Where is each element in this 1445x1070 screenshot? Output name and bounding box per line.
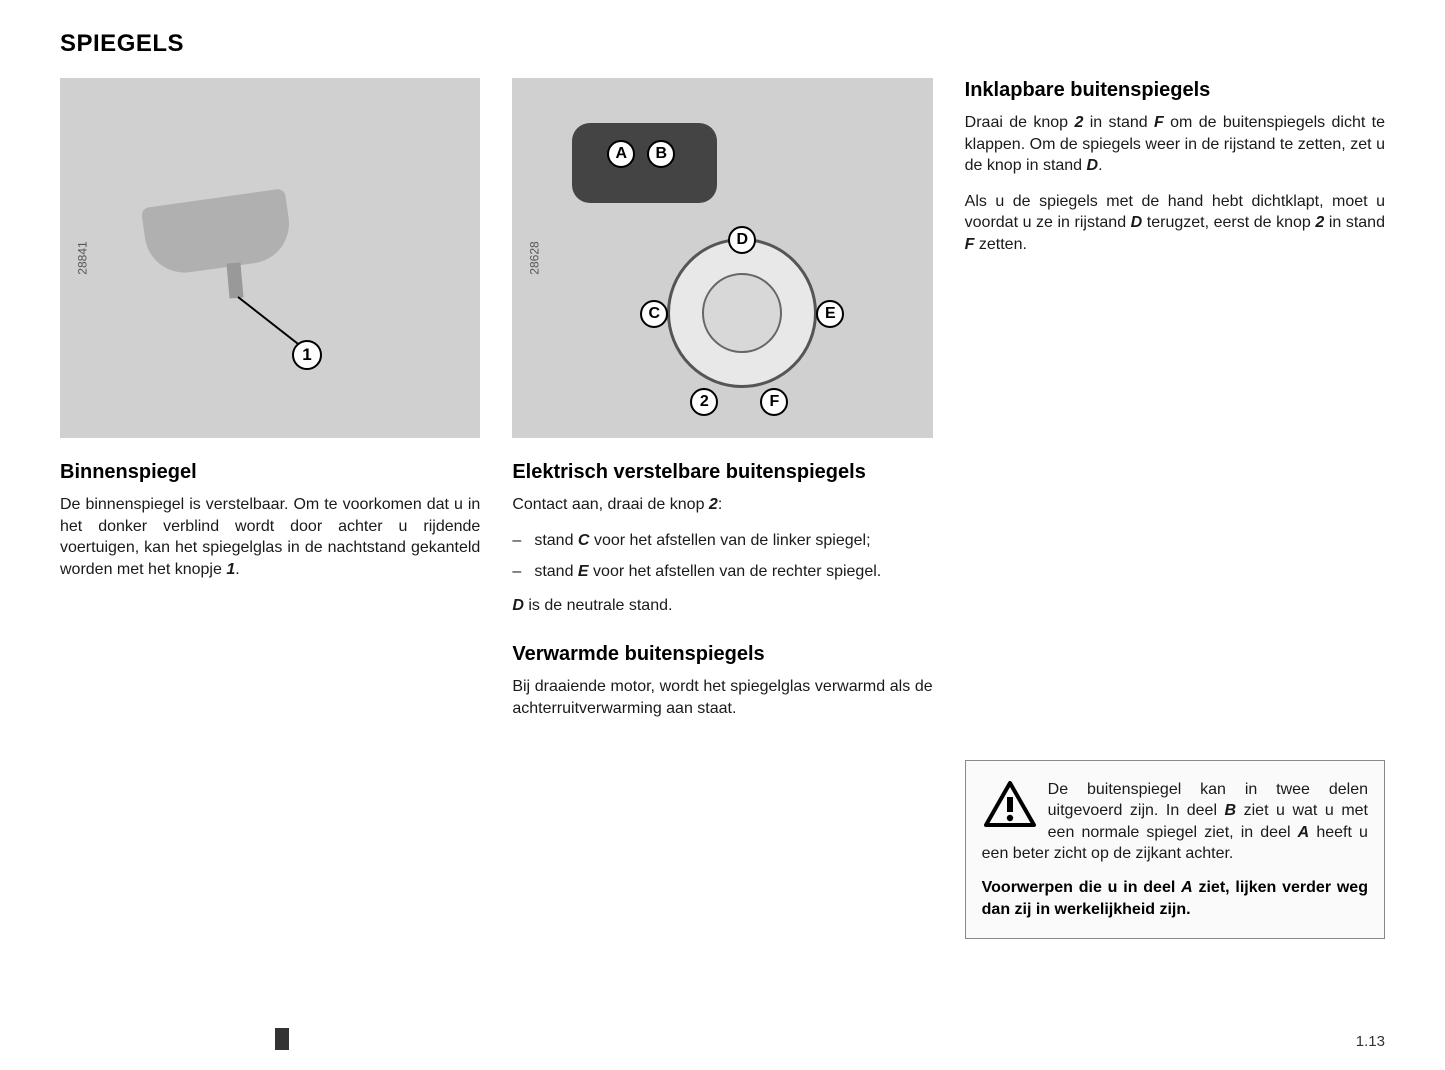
exterior-mirror-illustration xyxy=(572,123,717,203)
text-verwarmde: Bij draaiende motor, wordt het spiegelgl… xyxy=(512,676,932,719)
label-c: C xyxy=(640,300,668,328)
text-binnenspiegel: De binnenspiegel is verstelbaar. Om te v… xyxy=(60,494,480,580)
warning-bold-text: Voorwerpen die u in deel A ziet, lijken … xyxy=(982,877,1368,920)
label-2: 2 xyxy=(690,388,718,416)
dial-illustration xyxy=(667,238,817,388)
heading-inklapbare: Inklapbare buitenspiegels xyxy=(965,78,1385,102)
figure-1: 28841 1 xyxy=(60,78,480,438)
figure-2: 28628 A B D C E F 2 xyxy=(512,78,932,438)
warning-icon xyxy=(982,779,1038,829)
footer-marker xyxy=(275,1028,289,1050)
column-3: Inklapbare buitenspiegels Draai de knop … xyxy=(965,78,1385,939)
dial-inner xyxy=(702,273,782,353)
list-item-c: stand C voor het afstellen van de linker… xyxy=(512,530,932,552)
mirror-stem xyxy=(227,262,244,298)
spacer xyxy=(965,270,1385,750)
heading-elektrisch: Elektrisch verstelbare buitenspiegels xyxy=(512,460,932,484)
mirror-positions-list: stand C voor het afstellen van de linker… xyxy=(512,530,932,583)
callout-line xyxy=(237,296,301,347)
heading-verwarmde: Verwarmde buitenspiegels xyxy=(512,642,932,666)
text-inklapbare-1: Draai de knop 2 in stand F om de buitens… xyxy=(965,112,1385,177)
heading-binnenspiegel: Binnenspiegel xyxy=(60,460,480,484)
page-number: 1.13 xyxy=(1356,1033,1385,1050)
figure-1-code: 28841 xyxy=(76,241,90,274)
label-f: F xyxy=(760,388,788,416)
page-title: SPIEGELS xyxy=(60,30,1385,58)
label-e: E xyxy=(816,300,844,328)
text-contact-aan: Contact aan, draai de knop 2: xyxy=(512,494,932,516)
content-columns: 28841 1 Binnenspiegel De binnenspiegel i… xyxy=(60,78,1385,939)
column-1: 28841 1 Binnenspiegel De binnenspiegel i… xyxy=(60,78,480,939)
column-2: 28628 A B D C E F 2 Elektrisch verstelba… xyxy=(512,78,932,939)
figure-2-code: 28628 xyxy=(528,241,542,274)
text-inklapbare-2: Als u de spiegels met de hand hebt dicht… xyxy=(965,191,1385,256)
mirror-illustration xyxy=(141,188,294,277)
text-neutral: D is de neutrale stand. xyxy=(512,595,932,617)
warning-box: De buitenspiegel kan in twee delen uitge… xyxy=(965,760,1385,940)
list-item-e: stand E voor het afstellen van de rechte… xyxy=(512,561,932,583)
warning-text: De buitenspiegel kan in twee delen uitge… xyxy=(982,779,1368,865)
callout-label-1: 1 xyxy=(292,340,322,370)
